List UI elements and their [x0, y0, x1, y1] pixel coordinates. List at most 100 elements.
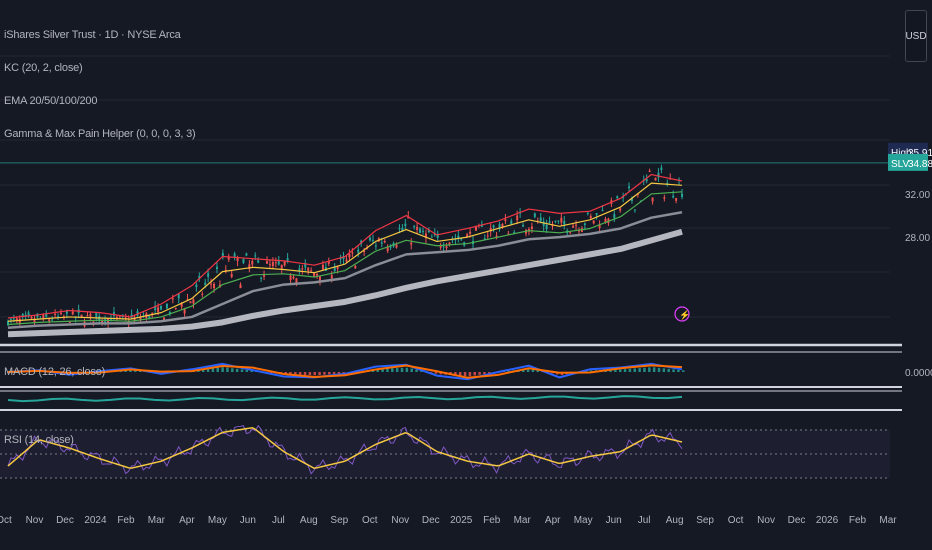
candle-body-111: [333, 267, 336, 272]
macd-bar-79: [391, 368, 394, 372]
candle-body-70: [213, 283, 216, 289]
macd-bar-88: [434, 372, 438, 374]
candle-body-92: [277, 260, 280, 265]
candle-body-96: [289, 275, 292, 281]
candle-body-60: [183, 309, 186, 314]
macd-bar-60: [298, 372, 302, 375]
candle-body-89: [268, 264, 271, 266]
y-tick-28: 28.00: [905, 233, 930, 244]
candle-body-159: [474, 226, 477, 231]
macd-bar-45: [226, 367, 229, 372]
candle-body-214: [636, 193, 639, 196]
macd-bar-93: [458, 372, 462, 376]
macd-bar-128: [628, 368, 632, 372]
candle-body-5: [21, 313, 24, 317]
candle-body-164: [489, 228, 492, 232]
candle-body-227: [675, 198, 678, 201]
candle-body-172: [513, 232, 516, 234]
candle-body-223: [663, 197, 666, 199]
candle-body-54: [165, 303, 168, 309]
candle-body-128: [383, 241, 386, 243]
macd-bar-109: [536, 369, 540, 372]
macd-legend[interactable]: MACD (12, 26, close): [4, 366, 106, 378]
candle-body-61: [186, 299, 189, 301]
macd-bar-138: [677, 369, 680, 372]
candle-body-202: [601, 210, 604, 212]
candle-body-187: [557, 220, 560, 222]
candle-body-165: [492, 225, 495, 228]
candle-body-80: [242, 259, 245, 263]
x-tick-23: Sep: [696, 515, 714, 526]
macd-bar-78: [386, 368, 389, 372]
macd-bar-83: [410, 368, 413, 372]
candle-body-167: [498, 224, 501, 229]
candle-body-49: [151, 312, 154, 314]
candle-body-12: [42, 315, 45, 320]
candle-body-221: [657, 172, 660, 178]
candle-body-2: [12, 318, 15, 320]
candle-body-104: [313, 272, 316, 277]
gamma-legend[interactable]: Gamma & Max Pain Helper (0, 0, 0, 3, 3): [4, 128, 196, 140]
ema-20-line: [7, 182, 683, 322]
x-tick-24: Oct: [728, 515, 744, 526]
candle-body-200: [595, 213, 598, 215]
candle-body-87: [263, 273, 266, 277]
kc-legend[interactable]: KC (20, 2, close): [4, 62, 83, 74]
candle-body-15: [51, 319, 54, 321]
ema-legend[interactable]: EMA 20/50/100/200: [4, 95, 98, 107]
x-tick-16: Feb: [483, 515, 501, 526]
x-tick-6: Apr: [179, 515, 195, 526]
macd-bar-64: [318, 372, 321, 375]
currency-button[interactable]: USD: [905, 10, 927, 62]
candle-body-45: [139, 317, 142, 321]
candle-body-171: [510, 220, 513, 224]
x-tick-5: Mar: [148, 515, 166, 526]
candle-body-154: [460, 238, 463, 240]
macd-bar-126: [618, 369, 622, 372]
candle-body-129: [386, 246, 389, 252]
chart-title: iShares Silver Trust · 1D · NYSE Arca: [4, 29, 181, 41]
macd-bar-130: [638, 368, 641, 372]
macd-bar-77: [381, 368, 384, 372]
candle-body-0: [7, 321, 9, 326]
candle-body-148: [442, 246, 445, 248]
candle-body-21: [68, 321, 71, 323]
candle-body-74: [224, 269, 227, 271]
candle-body-27: [86, 315, 89, 317]
candle-body-208: [619, 208, 622, 211]
candle-body-189: [563, 220, 566, 225]
macd-bar-124: [609, 369, 612, 372]
candle-body-32: [101, 320, 104, 323]
candle-body-57: [174, 307, 177, 309]
candle-body-98: [295, 278, 298, 283]
macd-bar-25: [129, 369, 132, 372]
candle-body-123: [369, 237, 372, 241]
macd-bar-133: [652, 367, 656, 372]
candle-body-169: [504, 219, 507, 221]
macd-bar-76: [376, 368, 380, 372]
candle-body-198: [589, 215, 592, 218]
candle-body-178: [530, 226, 533, 230]
candle-body-119: [357, 249, 360, 253]
x-tick-18: Apr: [545, 515, 561, 526]
candle-body-7: [27, 312, 30, 317]
candle-body-207: [616, 196, 619, 199]
x-tick-27: 2026: [816, 515, 839, 526]
candle-body-82: [248, 264, 251, 270]
candle-body-145: [433, 233, 436, 236]
candle-body-9: [33, 320, 36, 322]
rsi-legend[interactable]: RSI (14, close): [4, 434, 74, 446]
candle-body-212: [630, 198, 633, 201]
candle-body-132: [395, 244, 398, 248]
candle-body-77: [233, 253, 236, 257]
x-tick-29: Mar: [879, 515, 897, 526]
candle-body-58: [177, 293, 180, 299]
candle-body-213: [633, 209, 636, 211]
x-tick-22: Aug: [666, 515, 684, 526]
candle-body-14: [48, 319, 51, 322]
macd-bar-95: [468, 372, 472, 377]
candle-body-127: [380, 242, 383, 244]
candle-body-144: [430, 236, 433, 238]
candle-body-43: [133, 317, 136, 321]
